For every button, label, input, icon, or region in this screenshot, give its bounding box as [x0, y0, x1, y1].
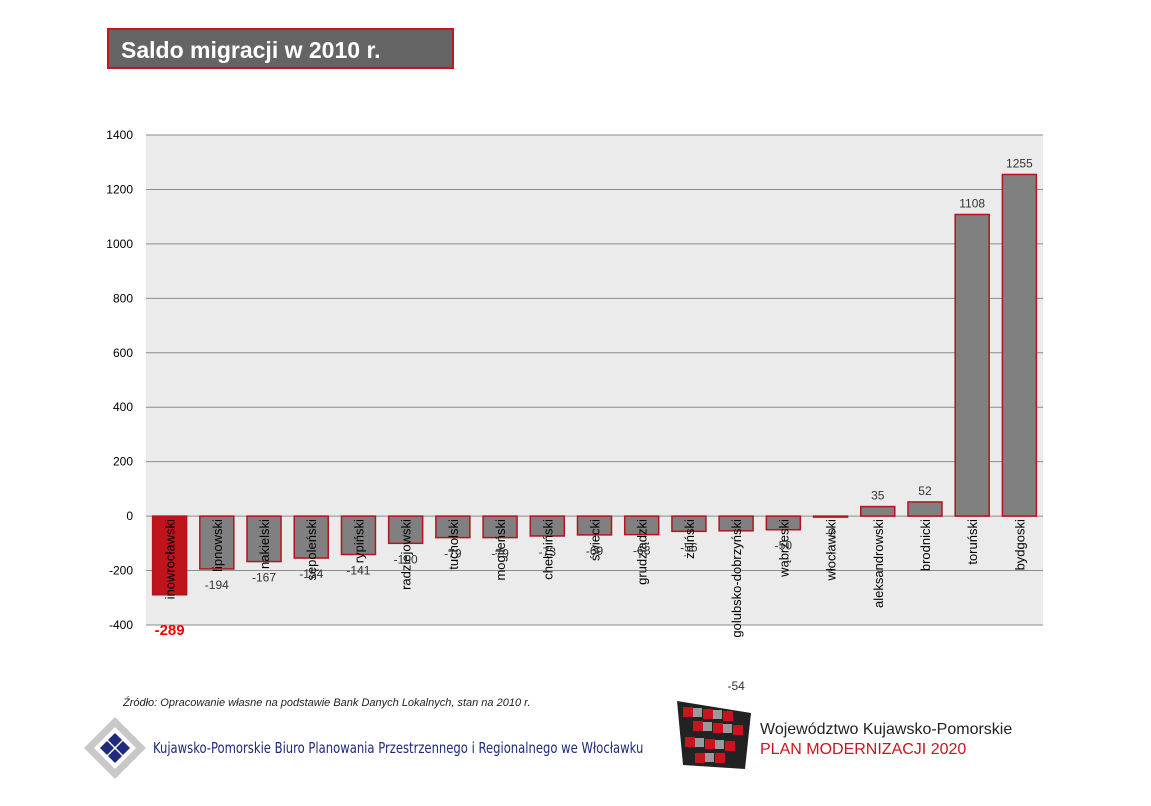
- value-label: -289: [155, 622, 185, 639]
- bar-chełmiński: [529, 515, 566, 537]
- y-tick-label: 800: [113, 291, 133, 305]
- bar-świecki: [576, 515, 613, 536]
- bars: [151, 173, 1038, 596]
- y-tick-label: 0: [126, 509, 133, 523]
- value-label: -79: [491, 547, 509, 561]
- category-label: wąbrzeski: [776, 519, 791, 578]
- bar-wąbrzeski: [765, 515, 802, 531]
- value-label: -73: [539, 545, 557, 559]
- bar-inowrocławski: [151, 515, 188, 596]
- value-label: -69: [586, 544, 604, 558]
- value-label: -79: [444, 547, 462, 561]
- bar-brodnicki: [907, 501, 943, 517]
- bar-żniński: [671, 515, 707, 533]
- bar-golubsko-dobrzyński: [718, 515, 754, 532]
- bar-radziejowski: [387, 515, 424, 545]
- category-label: radziejowski: [399, 519, 414, 590]
- y-tick-label: 1000: [106, 237, 133, 251]
- y-tick-label: 600: [113, 346, 133, 360]
- category-label: toruński: [965, 519, 980, 565]
- organization-name: Kujawsko-Pomorskie Biuro Planowania Prze…: [153, 739, 644, 757]
- category-label: brodnicki: [918, 519, 933, 571]
- category-label: sępoleński: [304, 519, 319, 581]
- value-label: -54: [727, 679, 745, 693]
- y-tick-label: 400: [113, 400, 133, 414]
- bar-lipnowski: [199, 515, 235, 570]
- bar-grudziądzki: [623, 515, 660, 536]
- category-label: włocławski: [824, 519, 839, 582]
- category-labels: inowrocławski lipnowski nakielski sępoleńsk…: [163, 519, 1028, 638]
- bar-nakielski: [246, 515, 282, 563]
- category-label: chełmiński: [540, 519, 555, 580]
- y-tick-label: 1400: [106, 128, 133, 142]
- category-label: bydgoski: [1012, 519, 1027, 570]
- page-title: Saldo migracji w 2010 r.: [121, 37, 381, 63]
- bar-włocławski: [812, 515, 849, 518]
- y-tick-label: -400: [109, 618, 133, 632]
- bar-tucholski: [435, 515, 471, 539]
- category-label: żniński: [682, 519, 697, 559]
- value-label: 1255: [1006, 156, 1033, 170]
- bar-rypiński: [340, 515, 377, 556]
- plan-name: PLAN MODERNIZACJI 2020: [760, 741, 967, 758]
- category-label: tucholski: [446, 519, 461, 570]
- category-label: grudziądzki: [635, 519, 650, 585]
- y-tick-label: 200: [113, 455, 133, 469]
- category-label: świecki: [588, 519, 603, 561]
- title-box: Saldo migracji w 2010 r.: [107, 28, 454, 69]
- value-label: 35: [871, 489, 885, 503]
- category-label: mogileński: [493, 519, 508, 581]
- voivodeship-name: Województwo Kujawsko-Pomorskie: [760, 721, 1013, 738]
- category-label: aleksandrowski: [871, 519, 886, 608]
- kpbpprw-logo-icon: [84, 717, 146, 779]
- value-labels: -289 -194 -167 -154 -141 -100 -79 -79 -73 -69 -68 -…: [155, 156, 1033, 693]
- value-label: -56: [680, 540, 698, 554]
- category-label: lipnowski: [210, 519, 225, 572]
- value-label: 1108: [959, 196, 985, 210]
- bar-toruński: [954, 213, 990, 517]
- bar-aleksandrowski: [860, 505, 896, 517]
- bar-sępoleński: [293, 515, 329, 559]
- category-label: rypiński: [351, 519, 366, 563]
- value-label: -167: [252, 571, 276, 585]
- category-label: inowrocławski: [163, 519, 178, 599]
- category-label: golubsko-dobrzyński: [729, 519, 744, 638]
- value-label: -50: [775, 539, 793, 553]
- category-label: nakielski: [257, 519, 272, 569]
- y-tick-label: -200: [109, 564, 133, 578]
- value-label: -2: [825, 526, 836, 540]
- value-label: -100: [394, 552, 418, 566]
- value-label: -194: [205, 578, 229, 592]
- value-label: -154: [299, 567, 323, 581]
- value-label: -68: [633, 544, 651, 558]
- y-tick-label: 1200: [106, 182, 133, 196]
- bar-bydgoski: [1001, 173, 1038, 517]
- value-label: 52: [918, 484, 932, 498]
- bar-mogileński: [482, 515, 518, 539]
- source-note: Źródło: Opracowanie własne na podstawie …: [123, 697, 531, 709]
- migration-bar-chart: -400 -200 0 200 400 600 800 1000 1200 1400 inowro…: [106, 128, 1043, 693]
- value-label: -141: [346, 563, 370, 577]
- y-axis-ticks: -400 -200 0 200 400 600 800 1000 1200 1400: [106, 128, 133, 632]
- plan-modernizacji-logo-icon: [677, 701, 751, 769]
